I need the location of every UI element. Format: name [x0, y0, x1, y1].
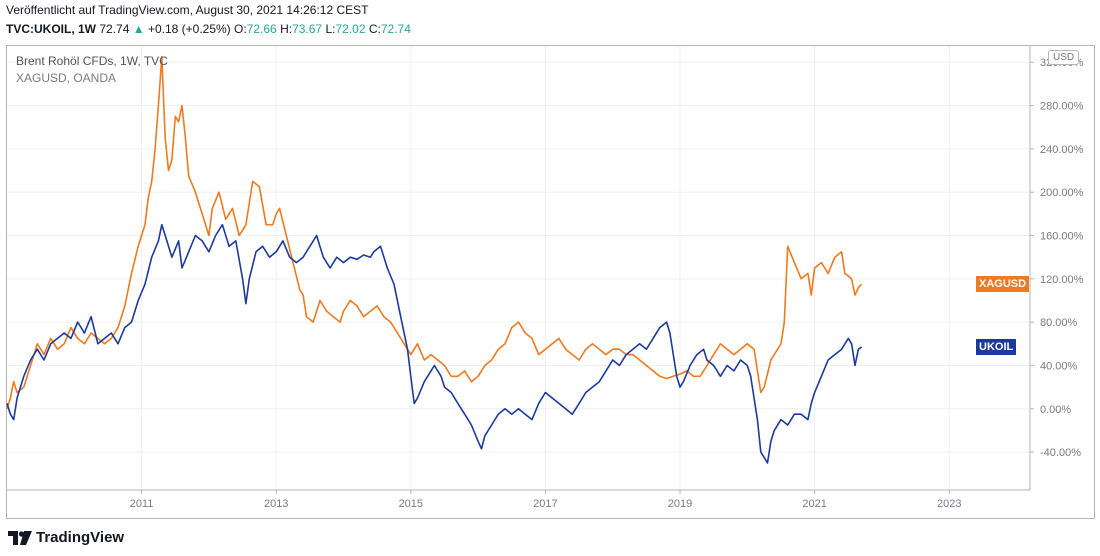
- x-tick-label: 2015: [399, 498, 423, 510]
- y-tick-label: 160.00%: [1040, 231, 1084, 243]
- published-info: Veröffentlicht auf TradingView.com, Augu…: [6, 3, 369, 17]
- y-tick-label: 80.00%: [1040, 317, 1078, 329]
- xagusd-series-line: [6, 56, 863, 410]
- x-tick-label: 2013: [264, 498, 288, 510]
- y-tick-label: 200.00%: [1040, 187, 1084, 199]
- y-tick-label: 0.00%: [1040, 404, 1071, 416]
- symbol-ohlc-bar: TVC:UKOIL, 1W 72.74 ▲ +0.18 (+0.25%) O:7…: [6, 22, 411, 36]
- x-tick-label: 2023: [937, 498, 961, 510]
- y-tick-label: 40.00%: [1040, 360, 1078, 372]
- up-arrow-icon: ▲: [132, 22, 145, 36]
- ukoil-series-line: [6, 223, 863, 464]
- legend-main-series[interactable]: Brent Rohöl CFDs, 1W, TVC: [16, 54, 168, 68]
- x-tick-label: 2019: [668, 498, 692, 510]
- y-tick-label: -40.00%: [1040, 447, 1081, 459]
- last-price: 72.74: [99, 22, 130, 36]
- high-value: 73.67: [292, 22, 323, 36]
- close-label: C:: [368, 22, 381, 36]
- low-label: L:: [325, 22, 336, 36]
- close-value: 72.74: [380, 22, 411, 36]
- high-label: H:: [280, 22, 293, 36]
- y-tick-label: 240.00%: [1040, 144, 1084, 156]
- currency-badge[interactable]: USD: [1048, 50, 1080, 65]
- y-tick-label: 280.00%: [1040, 101, 1084, 113]
- symbol-label: TVC:UKOIL, 1W: [6, 22, 96, 36]
- x-tick-label: 2017: [533, 498, 557, 510]
- ukoil-price-tag: UKOIL: [976, 339, 1017, 356]
- tradingview-brand-text: TradingView: [36, 529, 125, 546]
- xagusd-price-tag: XAGUSD: [976, 276, 1030, 293]
- tradingview-logo-icon: [8, 530, 32, 545]
- y-tick-label: 120.00%: [1040, 274, 1084, 286]
- low-value: 72.02: [335, 22, 366, 36]
- chart-frame: [6, 45, 1095, 519]
- x-tick-label: 2021: [802, 498, 826, 510]
- price-change: +0.18 (+0.25%): [147, 22, 231, 36]
- open-value: 72.66: [246, 22, 277, 36]
- legend-compare-series[interactable]: XAGUSD, OANDA: [16, 71, 117, 85]
- x-tick-label: 2011: [130, 498, 154, 510]
- open-label: O:: [234, 22, 247, 36]
- tradingview-logo[interactable]: TradingView: [8, 529, 124, 546]
